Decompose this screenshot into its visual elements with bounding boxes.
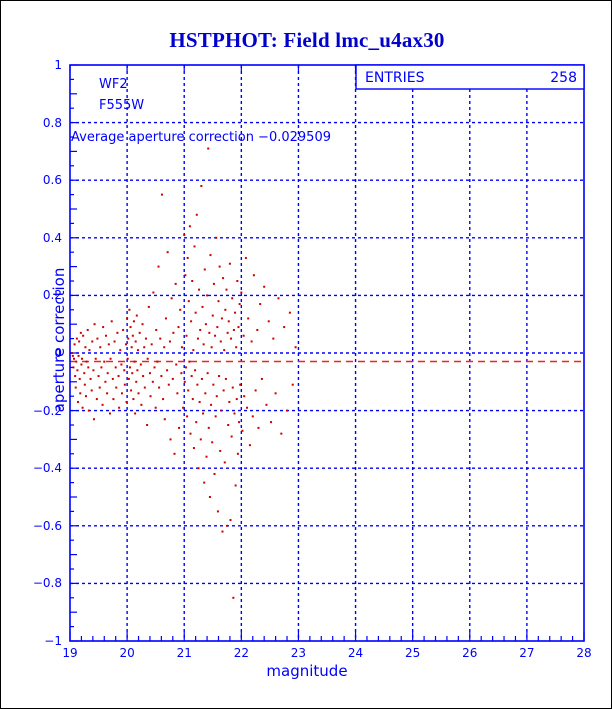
x-tick-label: 28 (576, 646, 592, 660)
x-tick-label: 26 (462, 646, 478, 660)
x-tick-label: 25 (405, 646, 421, 660)
y-tick-label: −1 (44, 634, 62, 648)
entries-label: ENTRIES (365, 70, 425, 86)
entries-value: 258 (550, 70, 577, 86)
y-tick-label: −0.6 (32, 518, 62, 533)
y-tick-label: −0.4 (32, 461, 62, 476)
x-tick-label: 19 (62, 646, 78, 660)
filter-label: F555W (99, 98, 145, 113)
x-tick-label: 22 (233, 646, 249, 660)
x-tick-label: 21 (176, 646, 192, 660)
y-tick-label: −0.8 (32, 576, 62, 591)
y-tick-label: −0.2 (32, 403, 62, 418)
y-tick-label: 1 (54, 58, 62, 72)
chip-label: WF2 (99, 77, 128, 92)
x-axis-title: magnitude (266, 662, 348, 680)
y-tick-label: 0 (54, 346, 62, 360)
average-correction-label: Average aperture correction −0.029509 (71, 130, 331, 145)
y-tick-label: 0.4 (42, 230, 62, 245)
plot-frame (69, 64, 585, 642)
x-tick-label: 27 (519, 646, 535, 660)
y-tick-label: 0.6 (42, 173, 62, 188)
data-points[interactable] (70, 147, 297, 599)
page-title: HSTPHOT: Field lmc_u4ax30 (169, 28, 445, 52)
y-tick-label: 0.2 (42, 288, 62, 303)
grid-lines (70, 65, 584, 641)
x-tick-label: 23 (290, 646, 307, 660)
x-tick-label: 20 (119, 646, 135, 660)
y-tick-label: 0.8 (42, 115, 62, 130)
x-tick-label: 24 (347, 646, 364, 660)
entries-box (355, 64, 585, 90)
axis-ticks (69, 64, 585, 642)
